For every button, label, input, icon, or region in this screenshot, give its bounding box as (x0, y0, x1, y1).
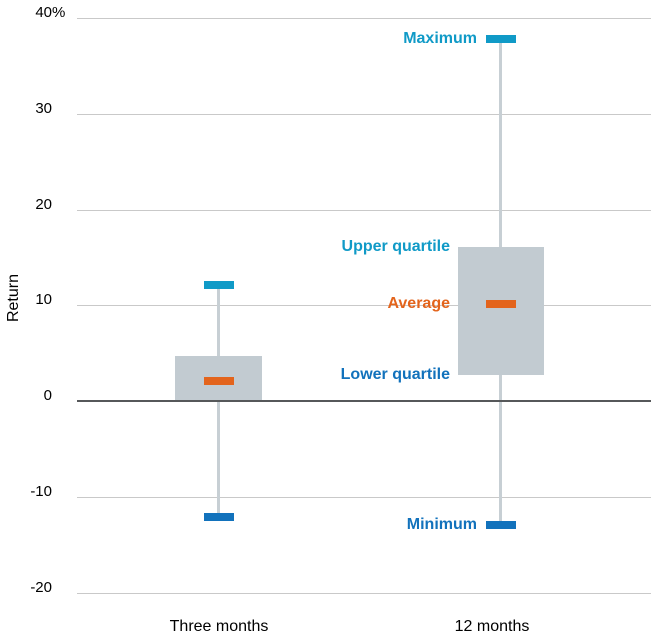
y-tick-label: 30 (35, 99, 52, 117)
interquartile-box (457, 246, 544, 376)
average-bar (203, 376, 234, 385)
y-tick-label: -10 (30, 482, 52, 500)
y-tick-label: 10 (35, 291, 52, 309)
annotation-minimum-label: Minimum (406, 515, 477, 533)
gridline (77, 305, 651, 307)
minimum-cap (203, 512, 234, 521)
y-tick-label: -20 (30, 578, 52, 596)
zero-axis-line (77, 400, 651, 402)
category-label: 12 months (454, 618, 530, 635)
annotation-lower-quartile-label: Lower quartile (340, 366, 450, 384)
annotation-maximum-label: Maximum (403, 30, 477, 48)
y-tick-label: 20 (35, 195, 52, 213)
annotation-average-label: Average (387, 295, 450, 313)
gridline (77, 18, 651, 19)
y-tick-suffix: % (52, 4, 66, 21)
gridline (77, 209, 651, 211)
maximum-cap (485, 35, 516, 44)
gridline (77, 496, 651, 498)
maximum-cap (203, 281, 234, 290)
y-tick-label: 40 (35, 4, 52, 21)
gridline (77, 592, 651, 594)
y-tick-label: 0 (43, 387, 52, 404)
average-bar (485, 300, 516, 309)
gridline (77, 113, 651, 115)
category-label: Three months (169, 618, 269, 635)
annotation-upper-quartile-label: Upper quartile (341, 237, 450, 255)
minimum-cap (485, 520, 516, 529)
